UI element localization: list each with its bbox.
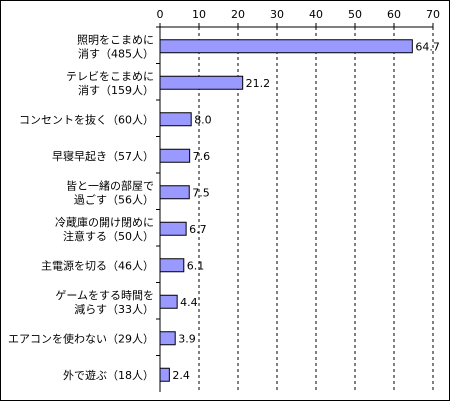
category-label: 減らす（33人）: [74, 302, 154, 316]
bar: [159, 258, 185, 273]
category-label: 照明をこまめに: [77, 33, 154, 46]
category-label: 消す（485人）: [78, 46, 154, 60]
value-label: 6.7: [189, 223, 207, 236]
value-label: 6.1: [187, 259, 205, 272]
bar: [159, 185, 190, 200]
bar: [159, 39, 413, 54]
bar: [159, 367, 170, 382]
value-label: 4.4: [180, 296, 198, 309]
x-tick-label: 50: [348, 8, 362, 21]
value-label: 8.0: [194, 113, 212, 126]
category-label: 過ごす（56人）: [74, 192, 154, 206]
x-tick-label: 20: [231, 8, 245, 21]
x-tick-label: 10: [192, 8, 206, 21]
x-tick-label: 30: [270, 8, 284, 21]
category-label: 冷蔵庫の開け閉めに: [55, 215, 154, 229]
category-label: エアコンを使わない（29人）: [8, 332, 154, 345]
category-label: ゲームをする時間を: [55, 289, 154, 302]
bar: [159, 112, 192, 127]
x-tick-label: 60: [387, 8, 401, 21]
category-label: コンセントを抜く（60人）: [19, 112, 154, 126]
value-label: 7.6: [193, 150, 211, 163]
value-label: 64.7: [415, 40, 440, 53]
category-label: 主電源を切る（46人）: [41, 258, 154, 272]
value-label: 2.4: [172, 369, 190, 382]
bar: [159, 294, 178, 309]
value-label: 3.9: [178, 332, 196, 345]
x-tick-label: 40: [309, 8, 323, 21]
category-label: テレビをこまめに: [66, 70, 154, 83]
category-label: 皆と一緒の部屋で: [66, 178, 154, 192]
value-label: 7.5: [192, 186, 210, 199]
x-tick-label: 0: [157, 8, 164, 21]
category-label: 外で遊ぶ（18人）: [63, 368, 154, 382]
value-label: 21.2: [246, 77, 271, 90]
category-label: 消す（159人）: [78, 83, 154, 97]
bar: [159, 221, 187, 236]
category-label: 注意する（50人）: [63, 229, 154, 243]
bar: [159, 148, 191, 163]
category-label: 早寝早起き（57人）: [52, 149, 154, 163]
bar: [159, 331, 176, 346]
x-tick-label: 70: [426, 8, 440, 21]
bar: [159, 75, 244, 90]
